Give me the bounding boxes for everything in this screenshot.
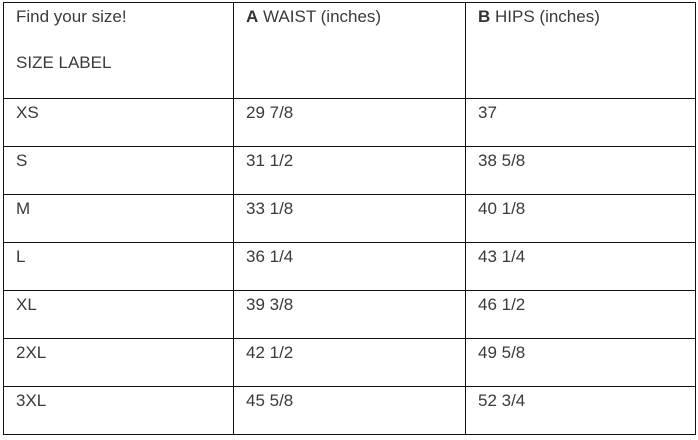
header-label: HIPS (inches): [495, 7, 600, 26]
size-row: M 33 1/8 40 1/8: [3, 194, 696, 243]
table-body: Find your size! SIZE LABEL A WAIST (inch…: [3, 2, 696, 435]
table-cell: L: [3, 242, 234, 291]
table-cell: M: [3, 194, 234, 243]
header-label: SIZE LABEL: [16, 53, 112, 72]
table-cell: S: [3, 146, 234, 195]
table-cell: XL: [3, 290, 234, 339]
table-cell: XS: [3, 98, 234, 147]
table-cell: 29 7/8: [233, 98, 466, 147]
table-cell: 37: [465, 98, 696, 147]
table-cell: 3XL: [3, 386, 234, 435]
header-cell: B HIPS (inches): [465, 2, 696, 99]
table-cell: 2XL: [3, 338, 234, 387]
size-row: 2XL 42 1/2 49 5/8: [3, 338, 696, 387]
header-letter: B: [478, 7, 491, 26]
table-cell: 39 3/8: [233, 290, 466, 339]
header-cell: A WAIST (inches): [233, 2, 466, 99]
table-cell: 33 1/8: [233, 194, 466, 243]
table-cell: 42 1/2: [233, 338, 466, 387]
size-row: 3XL 45 5/8 52 3/4: [3, 386, 696, 435]
header-label: WAIST (inches): [263, 7, 382, 26]
header-letter: A: [246, 7, 259, 26]
header-row: Find your size! SIZE LABEL A WAIST (inch…: [3, 2, 696, 99]
table-cell: 45 5/8: [233, 386, 466, 435]
table-cell: 43 1/4: [465, 242, 696, 291]
size-row: S 31 1/2 38 5/8: [3, 146, 696, 195]
size-table: Find your size! SIZE LABEL A WAIST (inch…: [3, 2, 696, 435]
table-cell: 49 5/8: [465, 338, 696, 387]
table-cell: 36 1/4: [233, 242, 466, 291]
table-cell: 52 3/4: [465, 386, 696, 435]
size-row: XL 39 3/8 46 1/2: [3, 290, 696, 339]
table-cell: 40 1/8: [465, 194, 696, 243]
size-row: L 36 1/4 43 1/4: [3, 242, 696, 291]
table-cell: 46 1/2: [465, 290, 696, 339]
header-cell: Find your size! SIZE LABEL: [3, 2, 234, 99]
table-cell: 38 5/8: [465, 146, 696, 195]
header-title: Find your size!: [16, 7, 127, 26]
size-row: XS 29 7/8 37: [3, 98, 696, 147]
table-cell: 31 1/2: [233, 146, 466, 195]
